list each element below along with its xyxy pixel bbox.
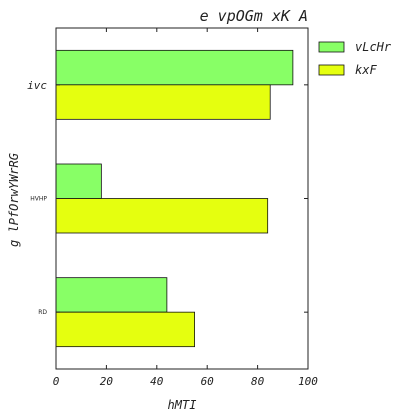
x-tick-label-0: 0: [53, 375, 60, 388]
y-axis-label: g lPfOrwYWrRG: [7, 153, 21, 247]
legend-swatch-kxF: [318, 64, 345, 76]
x-tick-label-100: 100: [298, 375, 318, 388]
bar-vLcHr-ivc: [55, 49, 294, 86]
ticks-layer: ivc HVHP RD 0 20 40 60 80 100: [27, 28, 318, 388]
y-tick-label-RD: RD: [38, 309, 47, 316]
bar-vLcHr-HVHP: [55, 163, 102, 199]
x-tick-label-80: 80: [251, 375, 265, 388]
x-axis-label: hMTI: [168, 398, 197, 412]
x-tick-label-20: 20: [100, 375, 114, 388]
bar-kxF-ivc: [55, 84, 271, 120]
legend-label-kxF: kxF: [355, 63, 377, 77]
legend-swatch-vLcHr: [318, 41, 345, 53]
x-tick-label-60: 60: [201, 375, 215, 388]
chart-title: e vpOGm xK A: [200, 7, 308, 25]
legend: vLcHr kxF: [318, 40, 392, 77]
bar-vLcHr-RD: [55, 277, 168, 313]
y-tick-label-HVHP: HVHP: [30, 196, 47, 203]
bars-layer: [55, 49, 294, 348]
y-tick-label-ivc: ivc: [27, 79, 47, 92]
legend-label-vLcHr: vLcHr: [355, 40, 392, 54]
x-tick-label-40: 40: [150, 375, 164, 388]
bar-kxF-RD: [55, 311, 196, 348]
bar-kxF-HVHP: [55, 198, 269, 234]
